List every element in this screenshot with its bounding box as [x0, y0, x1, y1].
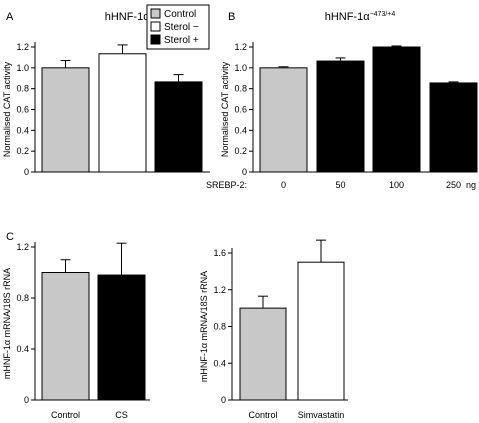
- panel1-bar: [154, 81, 203, 173]
- panel2-title-superscript: −473/+4: [370, 11, 396, 18]
- panel3-y-tick-label: 0: [24, 395, 29, 405]
- panel4-y-tick-label: 0.4: [213, 358, 226, 368]
- panel1-legend-label: Control: [164, 9, 196, 20]
- panel2-title: hHNF-1α−473/+4: [325, 11, 396, 23]
- panel4-y-tick-label: 1.6: [213, 248, 226, 258]
- panel1-y-tick-label: 0.8: [16, 84, 29, 94]
- panel2-y-tick-label: 1.0: [234, 63, 247, 73]
- panel1-legend-swatch: [150, 8, 161, 19]
- panel3-bar: [41, 272, 90, 401]
- panel4-y-label: mHNF-1α mRNA/18S rRNA: [199, 271, 209, 382]
- panel2-x-tick-label: 0: [281, 180, 286, 190]
- panel2-y-tick-label: 0.4: [234, 125, 247, 135]
- panel1-y-tick-label: 0.4: [16, 125, 29, 135]
- panel2-bar: [259, 67, 308, 173]
- panel1-legend-swatch: [150, 21, 161, 32]
- panel1-bar: [41, 67, 90, 173]
- panel3-x-tick-label: Control: [51, 410, 80, 420]
- panel1-legend-swatch: [150, 34, 161, 45]
- panel4-x-tick-label: Control: [248, 410, 277, 420]
- panel4-bar: [239, 307, 287, 401]
- panel4-y-tick-label: 0.8: [213, 322, 226, 332]
- panel1-y-tick-label: 0.6: [16, 105, 29, 115]
- panel4-x-tick-label: Simvastatin: [298, 410, 345, 420]
- panel2-y-label: Normalised CAT activity: [220, 61, 230, 157]
- panel2-y-tick-label: 0.8: [234, 84, 247, 94]
- panel2-x-tick-label: 50: [335, 180, 345, 190]
- panel1-legend-label: Sterol +: [164, 35, 199, 46]
- panel2-x-tick-label: 100: [389, 180, 404, 190]
- panel1-y-tick-label: 0.2: [16, 146, 29, 156]
- panel2-letter: B: [228, 11, 235, 23]
- panel3-y-tick-label: 0.4: [16, 344, 29, 354]
- panel3-bar: [97, 274, 146, 401]
- panel2-bar: [316, 60, 365, 173]
- panel4-y-tick-label: 1.2: [213, 285, 226, 295]
- panel2-x-tick-label: 250: [446, 180, 461, 190]
- panel1-y-tick-label: 0: [24, 167, 29, 177]
- panel2-x-prefix: SREBP-2:: [206, 180, 247, 190]
- panel2-x-unit: ng: [466, 180, 476, 190]
- panel2-bar: [372, 46, 421, 173]
- panel1-letter: A: [6, 11, 14, 23]
- panel2-bar: [429, 82, 478, 173]
- panel1-legend-label: Sterol −: [164, 22, 199, 33]
- panel3-y-label: mHNF-1α mRNA/18S rRNA: [2, 268, 12, 379]
- panel3-x-tick-label: CS: [115, 410, 128, 420]
- panel3-y-tick-label: 1.2: [16, 242, 29, 252]
- panel2-y-tick-label: 0.2: [234, 146, 247, 156]
- panel2-y-tick-label: 1.2: [234, 42, 247, 52]
- panel4-bar: [297, 261, 345, 401]
- panel1-bar: [98, 53, 147, 173]
- panel3-y-tick-label: 0.8: [16, 293, 29, 303]
- panel1-y-label: Normalised CAT activity: [2, 61, 12, 157]
- panel1-y-tick-label: 1.0: [16, 63, 29, 73]
- panel2-y-tick-label: 0: [242, 167, 247, 177]
- panel3-letter: C: [6, 231, 14, 243]
- panel2-y-tick-label: 0.6: [234, 105, 247, 115]
- panel1-y-tick-label: 1.2: [16, 42, 29, 52]
- panel4-y-tick-label: 0: [221, 395, 226, 405]
